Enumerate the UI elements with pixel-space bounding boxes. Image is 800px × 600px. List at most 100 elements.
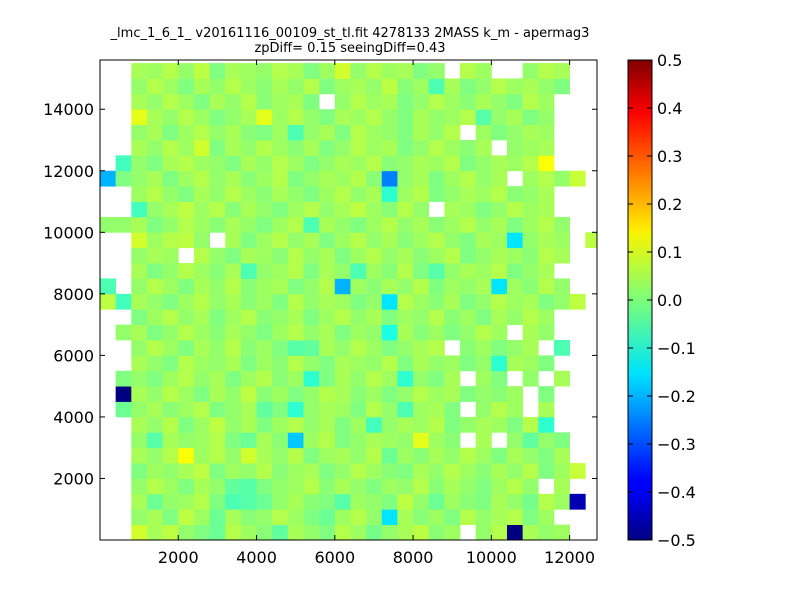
heatmap-cell — [538, 201, 555, 218]
heatmap-cell — [287, 186, 304, 202]
heatmap-cell — [350, 324, 367, 341]
heatmap-cell — [444, 509, 461, 526]
heatmap-cell — [272, 493, 289, 510]
heatmap-cell — [287, 401, 304, 418]
heatmap-cell — [256, 263, 273, 279]
heatmap-cell — [178, 509, 195, 526]
heatmap-cell — [381, 509, 398, 526]
heatmap-cell — [460, 355, 477, 372]
heatmap-cell — [460, 263, 477, 279]
heatmap-cell — [225, 109, 242, 126]
heatmap-cell — [240, 401, 257, 418]
heatmap-cell — [381, 232, 398, 249]
heatmap-cell — [491, 293, 508, 310]
heatmap-cell — [303, 340, 320, 356]
heatmap-cell — [444, 524, 461, 541]
heatmap-cell — [366, 509, 383, 526]
x-tick-label: 4000 — [236, 548, 277, 567]
heatmap-cell — [506, 416, 524, 433]
heatmap-cell — [366, 232, 383, 249]
heatmap-cell — [491, 309, 508, 326]
heatmap-cell — [381, 309, 398, 326]
heatmap-cell — [193, 386, 210, 402]
heatmap-cell — [209, 186, 226, 202]
heatmap-cell — [319, 509, 336, 526]
heatmap-cell — [366, 263, 383, 279]
heatmap-cell — [350, 247, 367, 264]
heatmap-cell — [319, 370, 336, 387]
heatmap-cell — [413, 263, 430, 279]
heatmap-cell — [381, 401, 398, 418]
heatmap-cell — [444, 124, 461, 141]
heatmap-cell — [240, 416, 257, 433]
heatmap-cell — [162, 463, 179, 479]
heatmap-cell — [506, 463, 524, 479]
heatmap-cell — [381, 78, 398, 95]
heatmap-cell — [178, 216, 195, 233]
heatmap-cell — [131, 216, 148, 233]
heatmap-cell — [428, 524, 445, 541]
heatmap-cell — [225, 278, 242, 295]
heatmap-cell — [178, 416, 195, 433]
heatmap-cell — [146, 293, 164, 310]
heatmap-cell — [491, 155, 508, 172]
heatmap-cell — [287, 216, 304, 233]
heatmap-cell — [413, 63, 430, 79]
heatmap-cell — [115, 370, 132, 387]
heatmap-cell — [319, 216, 336, 233]
heatmap-cell — [397, 432, 414, 449]
heatmap-cell — [366, 201, 383, 218]
heatmap-cell — [240, 509, 257, 526]
heatmap-cell — [256, 63, 273, 79]
heatmap-cell — [381, 155, 398, 172]
heatmap-cell — [131, 447, 148, 464]
heatmap-cell — [334, 340, 351, 356]
heatmap-cell — [240, 124, 257, 141]
heatmap-cell — [240, 232, 257, 249]
heatmap-cell — [209, 278, 226, 295]
heatmap-cell — [366, 355, 383, 372]
heatmap-cell — [225, 509, 242, 526]
heatmap-cell — [491, 170, 508, 187]
heatmap-cell — [303, 447, 320, 464]
colorbar-tick-label: −0.1 — [657, 339, 696, 358]
heatmap-cell — [413, 170, 430, 187]
colorbar-tick-label: −0.2 — [657, 387, 696, 406]
heatmap-cell — [350, 493, 367, 510]
heatmap-cell — [272, 478, 289, 495]
heatmap-cell — [506, 247, 524, 264]
heatmap-cell — [146, 247, 164, 264]
heatmap-cell — [460, 63, 477, 79]
heatmap-cell — [146, 278, 164, 295]
heatmap-cell — [240, 247, 257, 264]
heatmap-cell — [460, 93, 477, 110]
heatmap-cell — [162, 247, 179, 264]
heatmap-cell — [366, 63, 383, 79]
heatmap-cell — [131, 124, 148, 141]
heatmap-cell — [240, 140, 257, 156]
heatmap-cell — [272, 370, 289, 387]
heatmap-cell — [381, 186, 398, 202]
heatmap-cell — [366, 432, 383, 449]
x-axis: 2000 4000 6000 8000 10000 12000 — [158, 60, 595, 567]
heatmap-cell — [538, 432, 555, 449]
heatmap-cell — [162, 340, 179, 356]
heatmap-cell — [491, 509, 508, 526]
heatmap-cell — [522, 340, 539, 356]
heatmap-cell — [428, 232, 445, 249]
heatmap-cell — [146, 386, 164, 402]
heatmap-cell — [334, 493, 351, 510]
heatmap-cell — [506, 124, 524, 141]
heatmap-cell — [131, 432, 148, 449]
heatmap-cell — [475, 232, 492, 249]
heatmap-cell — [334, 216, 351, 233]
heatmap-cell — [272, 109, 289, 126]
heatmap-cell — [287, 386, 304, 402]
heatmap-cell — [334, 478, 351, 495]
heatmap-cell — [491, 463, 508, 479]
heatmap-cell — [444, 309, 461, 326]
heatmap-cell — [225, 493, 242, 510]
heatmap-cell — [538, 355, 555, 372]
heatmap-cell — [397, 509, 414, 526]
heatmap-cell — [272, 201, 289, 218]
